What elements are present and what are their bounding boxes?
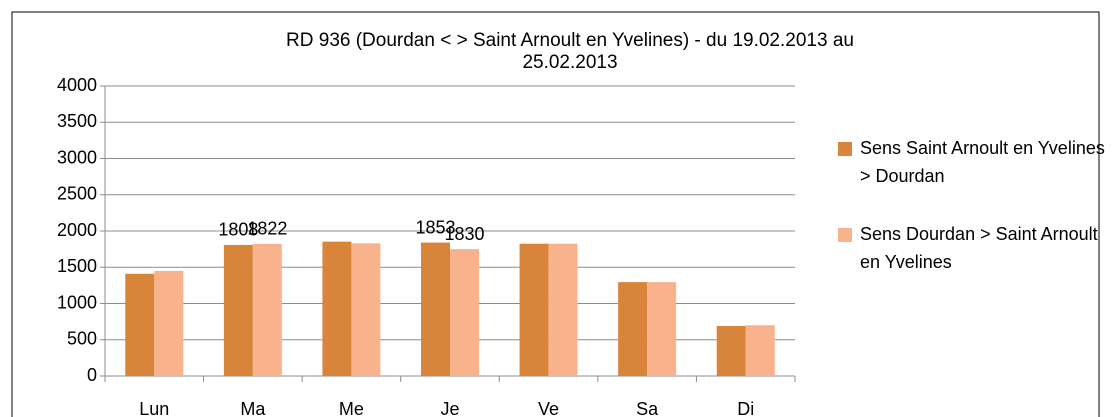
bar (745, 325, 775, 376)
bar (252, 243, 282, 376)
y-tick-label: 0 (87, 365, 97, 385)
y-tick-label: 500 (67, 329, 97, 349)
bar (519, 243, 549, 376)
x-tick-label: Lun (139, 399, 169, 417)
x-tick-label: Di (737, 399, 754, 417)
data-label: 1853 (415, 217, 455, 237)
chart-border (11, 11, 1100, 417)
legend-entry: Sens Dourdan > Saint Arnoult en Yvelines (838, 220, 1108, 276)
bar (351, 243, 381, 376)
legend-swatch (838, 142, 852, 156)
y-tick-label: 2000 (57, 220, 97, 240)
x-tick-label: Me (339, 399, 364, 417)
bar (223, 244, 253, 376)
bar (618, 282, 648, 376)
x-tick-label: Ve (538, 399, 559, 417)
legend-label: Sens Dourdan > Saint Arnoult en Yvelines (860, 224, 1098, 272)
x-tick-label: Sa (636, 399, 659, 417)
x-tick-label: Ma (240, 399, 266, 417)
data-label: 1808 (218, 220, 258, 240)
legend-swatch (838, 228, 852, 242)
legend-label: Sens Saint Arnoult en Yvelines > Dourdan (860, 138, 1105, 186)
data-label: 1822 (247, 219, 287, 239)
bar (647, 282, 677, 376)
data-label: 1830 (444, 224, 484, 244)
y-tick-label: 3500 (57, 111, 97, 131)
bar (154, 270, 184, 376)
bar (450, 249, 479, 376)
y-tick-label: 1000 (57, 292, 97, 312)
bar (548, 243, 578, 376)
bar (421, 242, 450, 376)
x-tick-label: Je (440, 399, 459, 417)
chart-title: RD 936 (Dourdan < > Saint Arnoult en Yve… (286, 30, 854, 73)
y-tick-label: 4000 (57, 75, 97, 95)
bar (322, 241, 352, 376)
y-tick-label: 1500 (57, 256, 97, 276)
bar (125, 273, 155, 376)
y-tick-label: 3000 (57, 147, 97, 167)
legend-entry: Sens Saint Arnoult en Yvelines > Dourdan (838, 134, 1108, 190)
bar (716, 325, 746, 376)
y-tick-label: 2500 (57, 184, 97, 204)
